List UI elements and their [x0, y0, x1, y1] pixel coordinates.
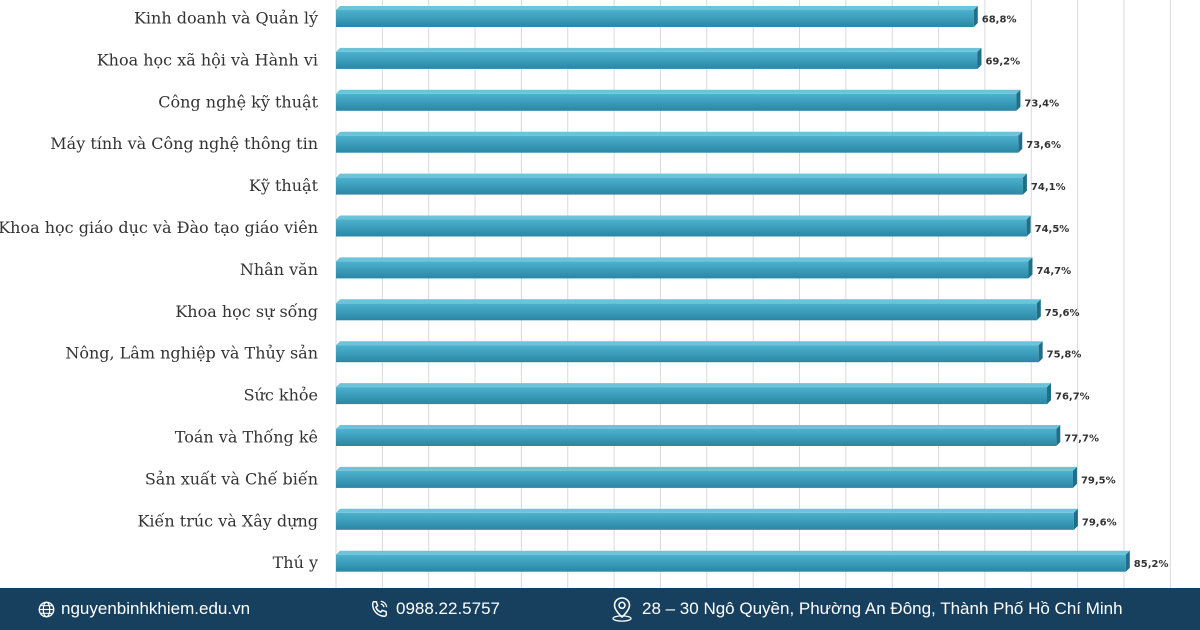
bar-top-face — [336, 47, 982, 52]
bar-top-face — [336, 257, 1033, 262]
bar — [336, 429, 1057, 446]
bar-group: Nông, Lâm nghiệp và Thủy sản 75,8% — [65, 341, 1081, 363]
value-label: 79,5% — [1081, 475, 1116, 486]
bar — [336, 51, 978, 69]
value-label: 75,6% — [1045, 308, 1080, 319]
bar-group: Nhân văn 74,7% — [240, 257, 1071, 279]
bar-group: Toán và Thống kê 77,7% — [175, 425, 1099, 447]
category-label: Nông, Lâm nghiệp và Thủy sản — [65, 344, 318, 363]
value-label: 76,7% — [1055, 392, 1090, 403]
bar-top-face — [336, 299, 1041, 304]
bar-side-face — [1125, 550, 1130, 572]
phone-text: 0988.22.5757 — [396, 599, 500, 618]
address-text: 28 – 30 Ngô Quyền, Phường An Đông, Thành… — [642, 599, 1123, 618]
bar — [336, 303, 1037, 321]
value-label: 73,6% — [1026, 140, 1061, 151]
bar-group: Máy tính và Công nghệ thông tin 73,6% — [50, 131, 1061, 153]
value-label: 69,2% — [985, 56, 1020, 67]
bar — [336, 261, 1029, 279]
value-label: 75,8% — [1047, 350, 1082, 361]
bar-group: Công nghệ kỹ thuật 73,4% — [158, 89, 1059, 111]
bar — [336, 470, 1073, 488]
bar-group: Kinh doanh và Quản lý 68,8% — [134, 6, 1017, 28]
category-label: Kiến trúc và Xây dựng — [137, 511, 318, 530]
footer-website[interactable]: nguyenbinhkhiem.edu.vn — [38, 588, 250, 630]
value-label: 74,7% — [1036, 266, 1071, 277]
bar-side-face — [1073, 508, 1078, 530]
category-label: Thú y — [273, 553, 318, 572]
value-label: 79,6% — [1082, 517, 1117, 528]
bar-side-face — [1026, 215, 1031, 237]
bar-group: Sản xuất và Chế biến 79,5% — [145, 466, 1116, 488]
bar-top-face — [336, 550, 1130, 555]
bar — [336, 345, 1039, 363]
bar — [336, 554, 1126, 572]
bar-side-face — [1036, 299, 1041, 321]
bar-group: Khoa học sự sống 75,6% — [175, 299, 1080, 321]
category-label: Kỹ thuật — [249, 176, 319, 195]
value-label: 74,5% — [1035, 224, 1070, 235]
bar-side-face — [977, 47, 982, 69]
bar — [336, 10, 974, 27]
bar-group: Khoa học giáo dục và Đào tạo giáo viên 74… — [0, 215, 1070, 237]
bar-group: Sức khỏe 76,7% — [244, 383, 1090, 405]
value-label: 73,4% — [1024, 98, 1059, 109]
map-pin-icon — [612, 597, 632, 622]
category-label: Sản xuất và Chế biến — [145, 469, 318, 488]
category-label: Máy tính và Công nghệ thông tin — [50, 134, 318, 153]
category-label: Kinh doanh và Quản lý — [134, 9, 318, 28]
phone-icon — [371, 600, 388, 617]
bar-top-face — [336, 89, 1021, 94]
bar-side-face — [1056, 425, 1061, 446]
bar-top-face — [336, 341, 1043, 346]
value-label: 77,7% — [1064, 434, 1099, 445]
bar-side-face — [1038, 341, 1043, 363]
bar-group: Kỹ thuật 74,1% — [249, 173, 1066, 195]
category-label: Toán và Thống kê — [175, 428, 318, 447]
category-label: Công nghệ kỹ thuật — [158, 92, 318, 111]
footer-phone[interactable]: 0988.22.5757 — [368, 588, 500, 630]
bar — [336, 177, 1023, 195]
bar-group: Kiến trúc và Xây dựng 79,6% — [137, 508, 1117, 530]
value-label: 74,1% — [1031, 182, 1066, 193]
bar — [336, 135, 1019, 153]
bar-top-face — [336, 6, 978, 10]
bar-side-face — [1028, 257, 1033, 279]
category-label: Khoa học xã hội và Hành vi — [97, 50, 318, 69]
bar-chart: Kinh doanh và Quản lý 68,8% Khoa học xã hộ… — [0, 0, 1171, 588]
globe-icon — [38, 601, 55, 617]
bar-group: Khoa học xã hội và Hành vi 69,2% — [97, 47, 1020, 69]
bar-top-face — [336, 383, 1052, 388]
bar-top-face — [336, 508, 1078, 513]
bar-top-face — [336, 131, 1023, 136]
category-label: Sức khỏe — [244, 386, 318, 405]
category-label: Khoa học giáo dục và Đào tạo giáo viên — [0, 218, 318, 237]
bar-top-face — [336, 173, 1027, 178]
value-label: 68,8% — [982, 15, 1017, 26]
bar-group: Thú y 85,2% — [273, 550, 1169, 572]
website-text: nguyenbinhkhiem.edu.vn — [61, 599, 251, 618]
category-label: Nhân văn — [240, 260, 318, 279]
footer-bar: nguyenbinhkhiem.edu.vn 0988.22.5757 28 –… — [0, 588, 1200, 630]
bar — [336, 512, 1074, 530]
bar-top-face — [336, 466, 1077, 471]
bar — [336, 93, 1017, 111]
bar-top-face — [336, 425, 1061, 429]
footer-address[interactable]: 28 – 30 Ngô Quyền, Phường An Đông, Thành… — [608, 588, 1123, 630]
bar-side-face — [973, 6, 978, 27]
bar-top-face — [336, 215, 1031, 220]
bar-side-face — [1072, 466, 1077, 488]
bar-side-face — [1022, 173, 1027, 195]
bars: Kinh doanh và Quản lý 68,8% Khoa học xã hộ… — [0, 6, 1169, 572]
gridlines — [335, 0, 1171, 588]
bar — [336, 387, 1048, 405]
chart-area: Kinh doanh và Quản lý 68,8% Khoa học xã hộ… — [0, 0, 1171, 588]
bar-side-face — [1047, 383, 1052, 405]
bar-side-face — [1018, 131, 1023, 153]
bar — [336, 219, 1027, 237]
category-label: Khoa học sự sống — [175, 302, 318, 321]
bar-side-face — [1016, 89, 1021, 111]
value-label: 85,2% — [1134, 559, 1169, 570]
